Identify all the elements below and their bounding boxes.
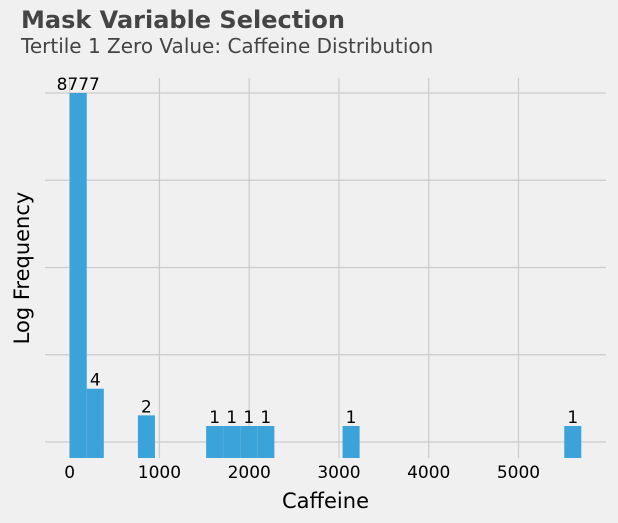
bar-count-label: 4 bbox=[90, 371, 101, 391]
histogram-bar bbox=[137, 415, 155, 458]
x-tick-label: 2000 bbox=[228, 463, 271, 483]
bar-count-label: 8777 bbox=[57, 75, 100, 95]
x-tick-label: 5000 bbox=[497, 463, 540, 483]
histogram-bar bbox=[206, 426, 224, 458]
histogram-bar bbox=[86, 388, 104, 458]
y-axis-label: Log Frequency bbox=[10, 192, 34, 345]
x-tick-label: 3000 bbox=[317, 463, 360, 483]
histogram-bar bbox=[564, 426, 582, 458]
bar-count-label: 1 bbox=[346, 408, 357, 428]
bar-count-label: 1 bbox=[260, 408, 271, 428]
bar-count-label: 1 bbox=[209, 408, 220, 428]
x-tick-label: 0 bbox=[64, 463, 75, 483]
histogram-bar bbox=[240, 426, 258, 458]
histogram-bar bbox=[342, 426, 360, 458]
x-tick-label: 1000 bbox=[138, 463, 181, 483]
bar-count-label: 1 bbox=[243, 408, 254, 428]
chart-title: Mask Variable Selection bbox=[21, 6, 345, 34]
bar-count-label: 1 bbox=[567, 408, 578, 428]
chart-subtitle: Tertile 1 Zero Value: Caffeine Distribut… bbox=[21, 34, 434, 58]
x-axis-label: Caffeine bbox=[282, 489, 369, 513]
histogram-bar bbox=[223, 426, 241, 458]
bar-count-label: 2 bbox=[141, 397, 152, 417]
x-tick-label: 4000 bbox=[407, 463, 450, 483]
histogram-bar bbox=[69, 93, 87, 458]
histogram-bar bbox=[257, 426, 275, 458]
bar-count-label: 1 bbox=[226, 408, 237, 428]
